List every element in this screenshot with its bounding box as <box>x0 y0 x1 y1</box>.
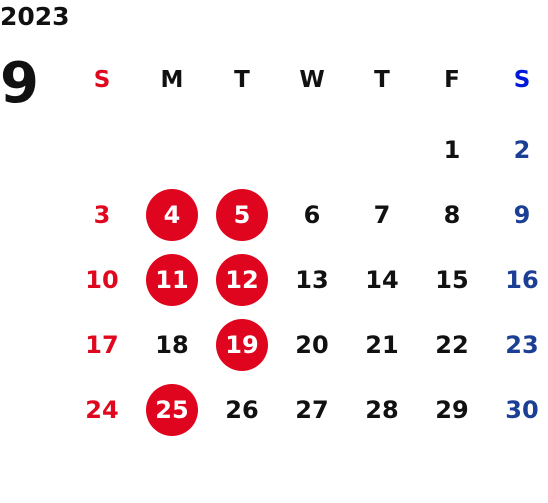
weekday-header: M <box>160 67 184 93</box>
day-cell: 2 <box>513 136 531 164</box>
day-cell: 6 <box>303 201 321 229</box>
day-cell: 22 <box>435 331 469 359</box>
day-cell: 9 <box>513 201 531 229</box>
day-cell: 16 <box>505 266 539 294</box>
weekday-header: S <box>93 67 111 93</box>
day-cell: 3 <box>93 201 111 229</box>
weekday-header: W <box>299 67 325 93</box>
day-cell: 14 <box>365 266 399 294</box>
day-cell-highlighted: 12 <box>216 254 268 306</box>
day-cell: 23 <box>505 331 539 359</box>
day-cell: 28 <box>365 396 399 424</box>
day-cell: 8 <box>443 201 461 229</box>
day-cell-highlighted: 5 <box>216 189 268 241</box>
day-cell: 26 <box>225 396 259 424</box>
weekday-header: T <box>234 67 250 93</box>
weekday-header: F <box>444 67 460 93</box>
day-cell: 1 <box>443 136 461 164</box>
day-cell: 18 <box>155 331 189 359</box>
day-cell: 20 <box>295 331 329 359</box>
day-cell: 10 <box>85 266 119 294</box>
month-number: 9 <box>0 51 39 116</box>
day-cell: 21 <box>365 331 399 359</box>
day-cell: 24 <box>85 396 119 424</box>
day-cell: 7 <box>373 201 391 229</box>
day-cell: 29 <box>435 396 469 424</box>
weekday-header: T <box>374 67 390 93</box>
day-cell: 15 <box>435 266 469 294</box>
day-cell: 27 <box>295 396 329 424</box>
day-cell-highlighted: 4 <box>146 189 198 241</box>
year-label: 2023 <box>0 2 70 31</box>
day-cell-highlighted: 19 <box>216 319 268 371</box>
day-cell-highlighted: 25 <box>146 384 198 436</box>
weekday-header: S <box>513 67 531 93</box>
day-cell: 13 <box>295 266 329 294</box>
day-cell-highlighted: 11 <box>146 254 198 306</box>
day-cell: 17 <box>85 331 119 359</box>
day-cell: 30 <box>505 396 539 424</box>
